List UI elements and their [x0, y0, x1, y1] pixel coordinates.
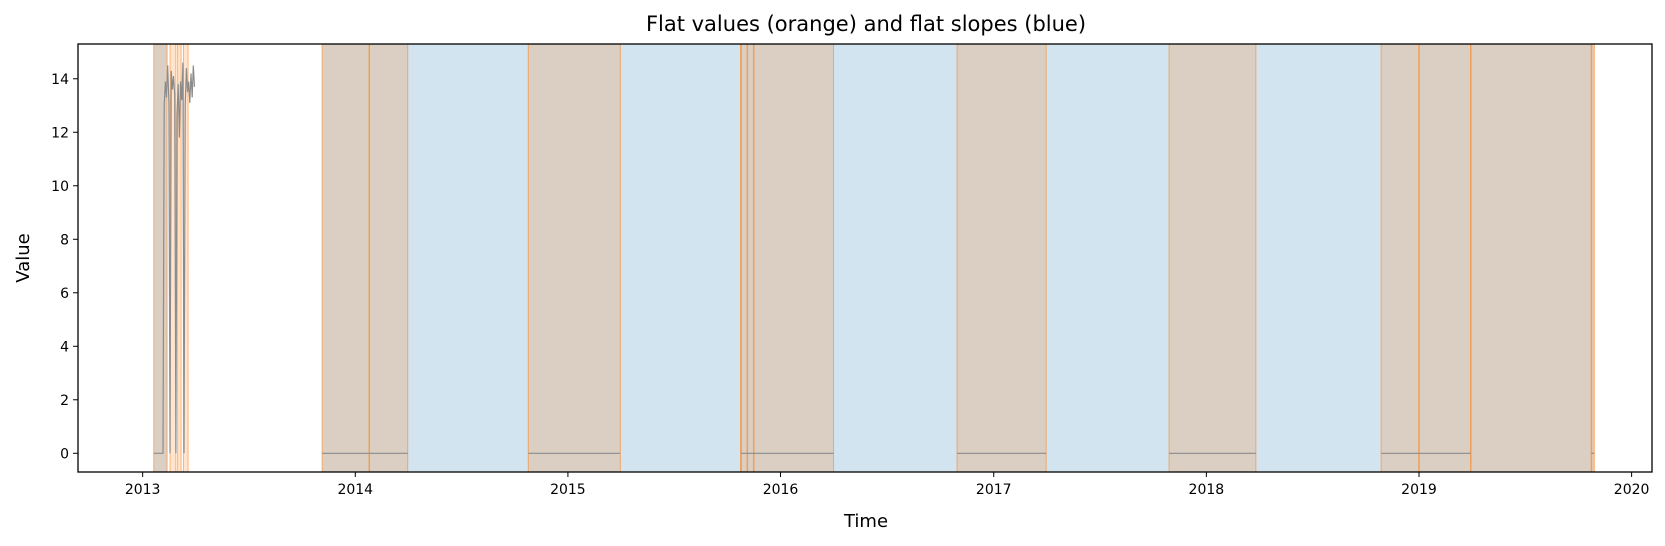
- flat-value-span: [1168, 43, 1257, 473]
- flat-value-span: [1470, 43, 1595, 473]
- y-axis-label: Value: [13, 233, 34, 282]
- flat-slope-span: [322, 44, 1595, 472]
- flat-value-span: [956, 43, 1047, 473]
- y-tick-label: 4: [60, 339, 69, 355]
- flat-value-span: [153, 43, 168, 473]
- series-layer: [153, 62, 1595, 454]
- y-tick-label: 12: [51, 125, 69, 141]
- series-line: [153, 62, 196, 454]
- x-tick-label: 2013: [125, 482, 161, 498]
- x-tick-label: 2019: [1401, 482, 1437, 498]
- plot-area: [77, 43, 1653, 473]
- flat-value-span: [1380, 43, 1472, 473]
- x-tick-label: 2016: [763, 482, 799, 498]
- y-tick-label: 10: [51, 179, 69, 195]
- x-tick-label: 2015: [550, 482, 586, 498]
- spans-layer: [153, 43, 1595, 473]
- flat-value-span: [177, 43, 182, 473]
- y-tick-label: 0: [60, 446, 69, 462]
- edges-layer: [368, 44, 1593, 472]
- y-tick-label: 14: [51, 72, 69, 88]
- y-axis: 0 2 4 6 8 10 12 14: [51, 72, 78, 462]
- flat-value-span: [321, 43, 409, 473]
- x-axis-label: Time: [843, 511, 888, 532]
- y-tick-label: 6: [60, 286, 69, 302]
- flat-value-span: [740, 43, 835, 473]
- flat-value-span: [527, 43, 621, 473]
- axes-frame: [77, 43, 1653, 473]
- x-tick-label: 2017: [976, 482, 1012, 498]
- y-tick-label: 2: [60, 393, 69, 409]
- x-tick-label: 2018: [1189, 482, 1225, 498]
- x-tick-label: 2020: [1614, 482, 1650, 498]
- x-tick-label: 2014: [337, 482, 373, 498]
- chart-title: Flat values (orange) and flat slopes (bl…: [646, 12, 1086, 36]
- y-tick-label: 8: [60, 232, 69, 248]
- x-axis: 2013 2014 2015 2016 2017 2018 2019 2020: [125, 472, 1650, 498]
